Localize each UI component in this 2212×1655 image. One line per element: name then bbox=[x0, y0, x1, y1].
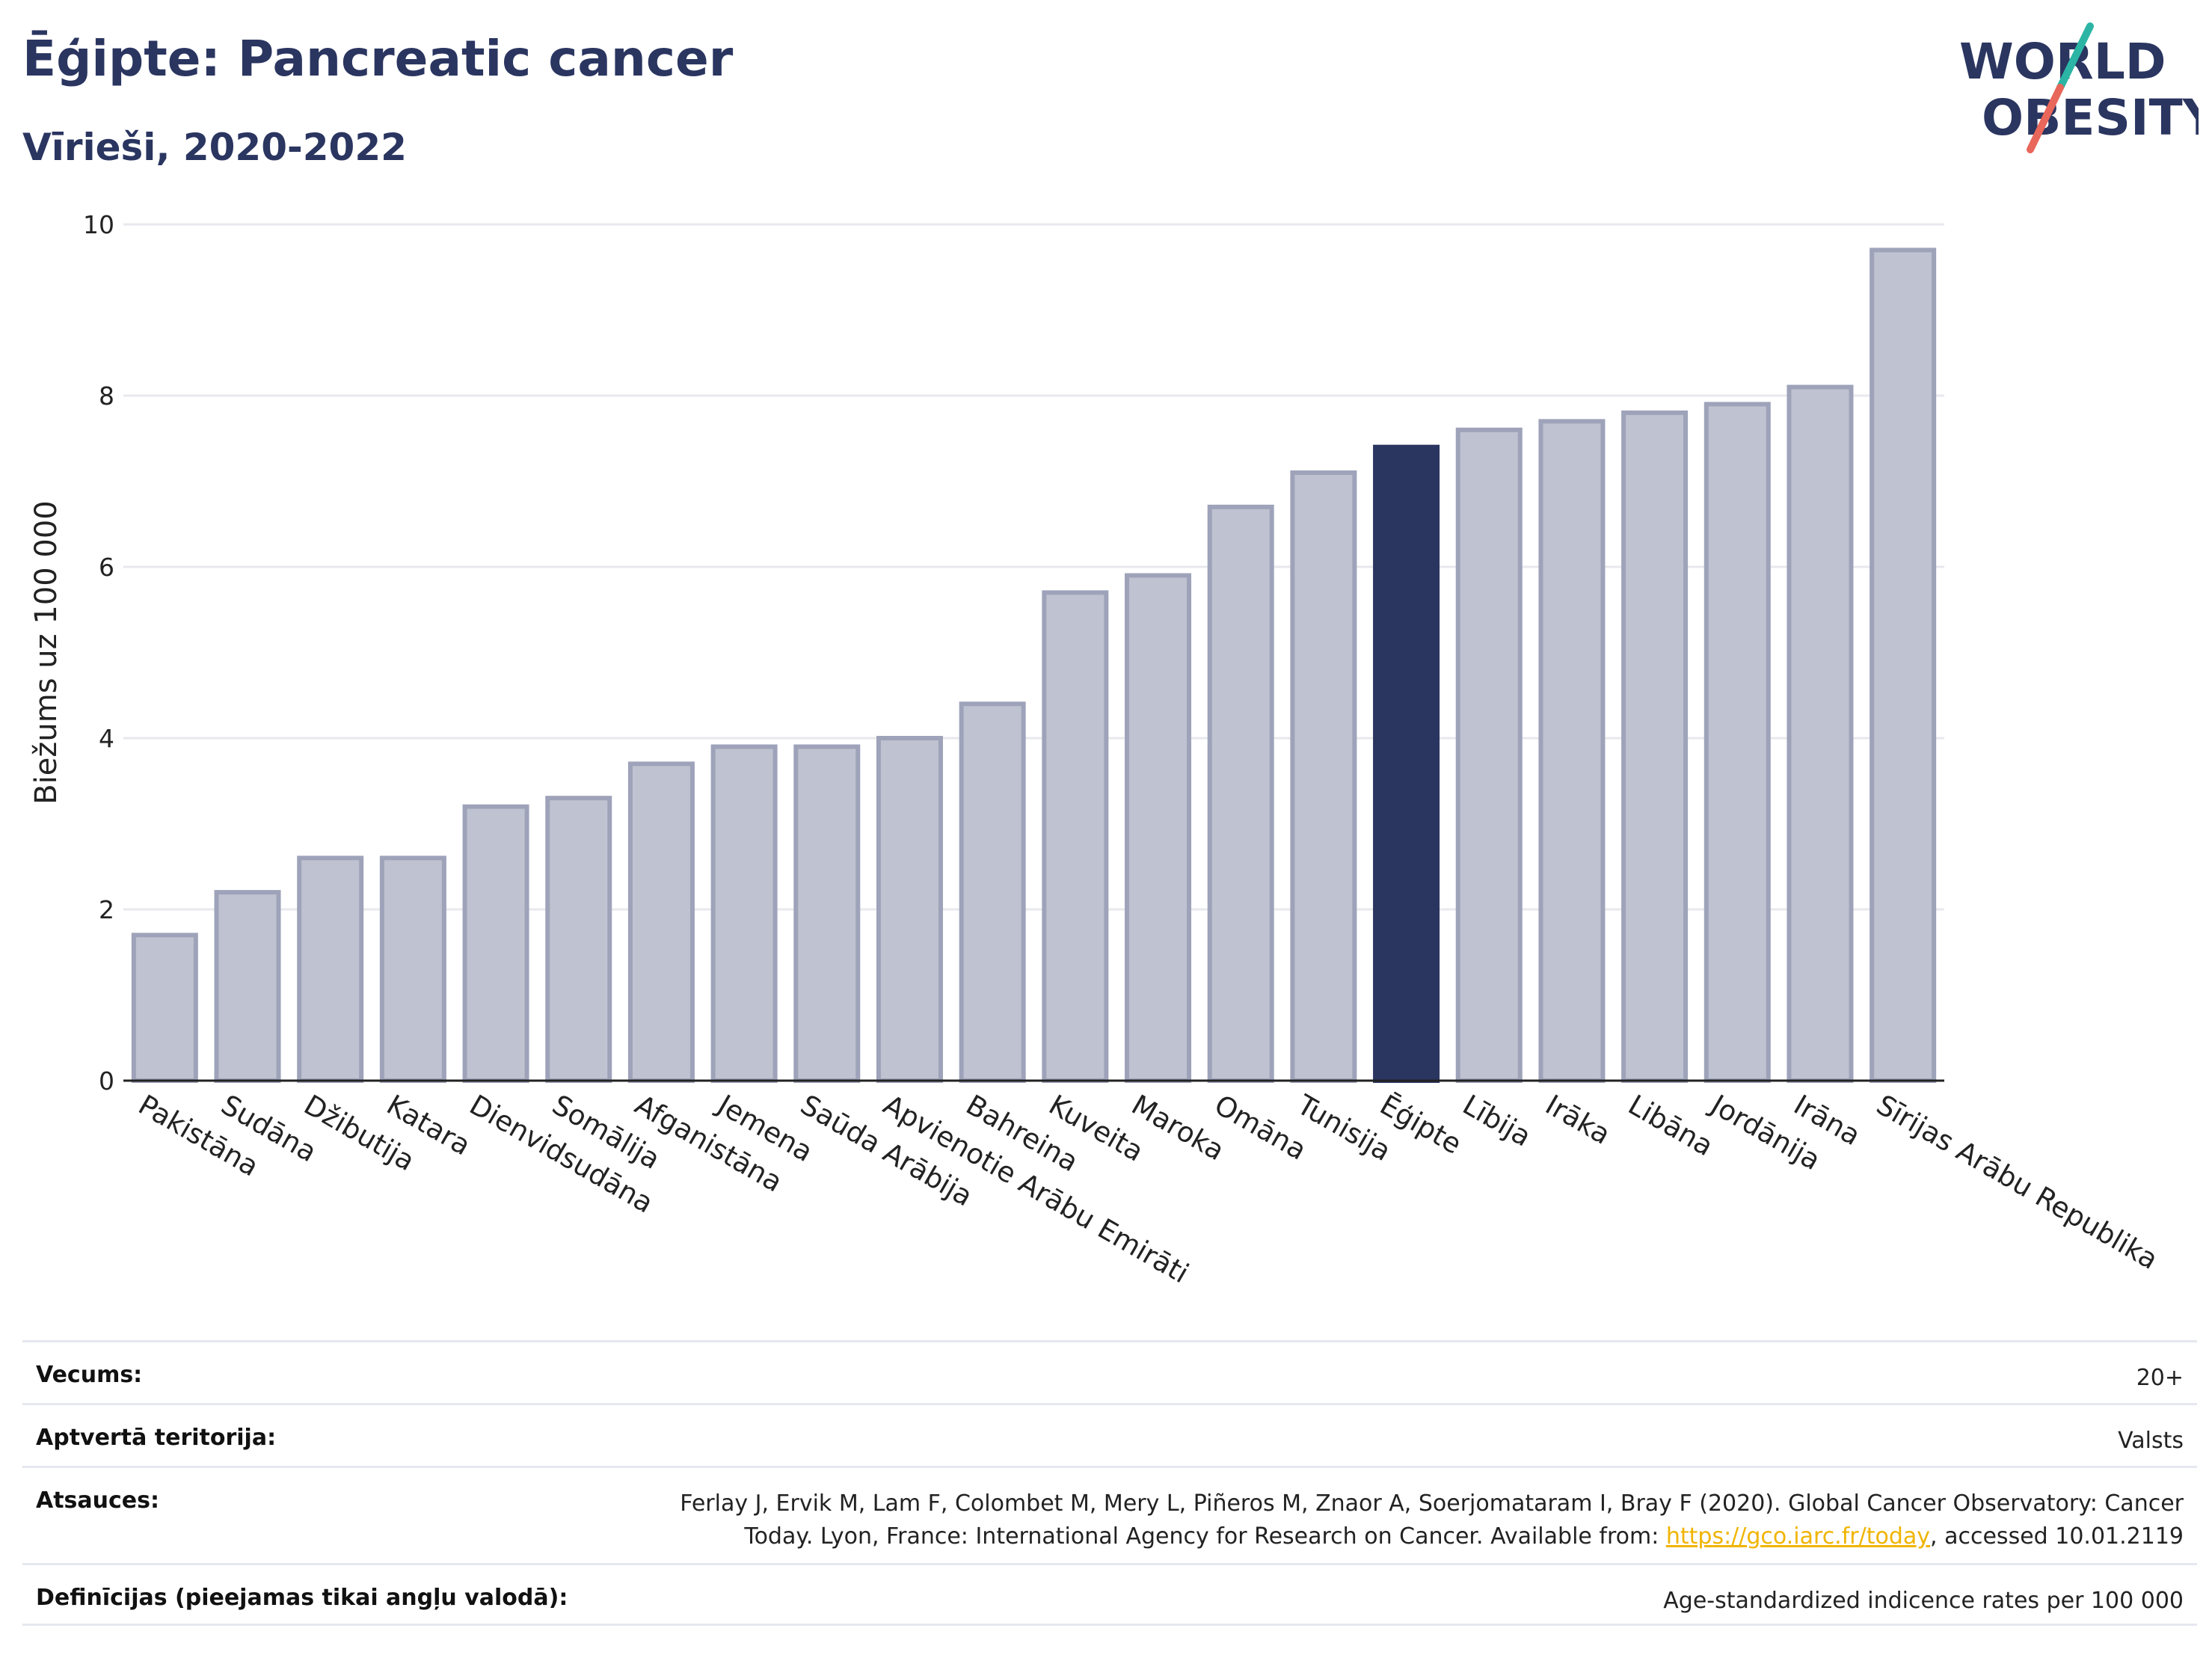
bar-14 bbox=[1290, 470, 1357, 1083]
x-category-label: Sīrijas Arābu Republika bbox=[1871, 1089, 2163, 1276]
bar-17 bbox=[1538, 419, 1606, 1083]
world-obesity-logo: WORLD OBESITY bbox=[1959, 22, 2199, 153]
bar-11 bbox=[1042, 590, 1109, 1083]
metadata-table: Vecums: 20+ Aptvertā teritorija: Valsts … bbox=[22, 1340, 2197, 1626]
reference-link[interactable]: https://gco.iarc.fr/today bbox=[1665, 1523, 1931, 1550]
x-category-label: Lībija bbox=[1457, 1089, 1537, 1153]
y-axis-title: Biežums uz 100 000 bbox=[29, 500, 64, 805]
meta-value-references: Ferlay J, Ervik M, Lam F, Colombet M, Me… bbox=[680, 1487, 2184, 1553]
bar-8 bbox=[793, 744, 861, 1083]
y-axis-ticks: 0 2 4 6 8 10 bbox=[83, 210, 114, 1096]
meta-value-age: 20+ bbox=[2136, 1365, 2184, 1391]
reference-text-post: , accessed 10.01.2119 bbox=[1930, 1523, 2184, 1550]
y-tick-label: 8 bbox=[99, 381, 114, 411]
reference-text-pre: Today. Lyon, France: International Agenc… bbox=[744, 1523, 1666, 1550]
meta-row-references: Atsauces: Ferlay J, Ervik M, Lam F, Colo… bbox=[22, 1466, 2197, 1563]
bar-1 bbox=[214, 890, 281, 1083]
bar-19 bbox=[1703, 402, 1771, 1083]
x-category-label: Irāka bbox=[1540, 1089, 1615, 1151]
meta-row-coverage: Aptvertā teritorija: Valsts bbox=[22, 1403, 2197, 1466]
logo-slash-red bbox=[2027, 84, 2064, 153]
bars bbox=[131, 248, 1937, 1084]
meta-value-coverage: Valsts bbox=[2118, 1428, 2184, 1454]
bar-chart: 0 2 4 6 8 10 PakistānaSudānaDžibutijaKataraDi… bbox=[29, 210, 2163, 1290]
bar-20 bbox=[1787, 384, 1854, 1083]
bar-12 bbox=[1125, 573, 1192, 1083]
bar-21 bbox=[1870, 248, 1937, 1084]
x-category-label: Tunisija bbox=[1291, 1088, 1397, 1167]
y-tick-label: 0 bbox=[99, 1066, 114, 1096]
bar-5 bbox=[545, 796, 612, 1084]
bar-7 bbox=[710, 744, 778, 1083]
y-tick-label: 4 bbox=[99, 724, 114, 753]
bar-2 bbox=[297, 856, 364, 1084]
bar-13 bbox=[1207, 504, 1274, 1083]
bar-16 bbox=[1455, 427, 1523, 1083]
y-tick-label: 2 bbox=[99, 895, 114, 924]
bar-3 bbox=[379, 856, 446, 1084]
reference-line-1: Ferlay J, Ervik M, Lam F, Colombet M, Me… bbox=[680, 1490, 2184, 1517]
x-axis-categories: PakistānaSudānaDžibutijaKataraDienvidsud… bbox=[133, 1088, 2163, 1290]
logo-line2: OBESITY bbox=[1982, 89, 2199, 147]
meta-value-definitions: Age-standardized indicence rates per 100… bbox=[1663, 1588, 2184, 1614]
meta-key-references: Atsauces: bbox=[36, 1487, 159, 1514]
y-tick-label: 6 bbox=[99, 553, 114, 582]
bar-10 bbox=[959, 701, 1026, 1083]
bar-9 bbox=[876, 736, 943, 1083]
bar-6 bbox=[627, 761, 695, 1083]
x-category-label: Maroka bbox=[1126, 1089, 1229, 1167]
bar-0 bbox=[131, 933, 198, 1083]
meta-key-age: Vecums: bbox=[36, 1362, 143, 1388]
meta-key-coverage: Aptvertā teritorija: bbox=[36, 1425, 277, 1451]
x-category-label: Omāna bbox=[1209, 1089, 1312, 1167]
reference-line-2: Today. Lyon, France: International Agenc… bbox=[680, 1520, 2184, 1553]
page-subtitle: Vīrieši, 2020-2022 bbox=[22, 126, 407, 169]
bar-18 bbox=[1621, 410, 1689, 1083]
meta-key-definitions: Definīcijas (pieejamas tikai angļu valod… bbox=[36, 1585, 568, 1611]
page-title: Ēģipte: Pancreatic cancer bbox=[22, 30, 734, 87]
logo-slash-teal bbox=[2056, 22, 2094, 91]
meta-row-definitions: Definīcijas (pieejamas tikai angļu valod… bbox=[22, 1563, 2197, 1626]
meta-row-age: Vecums: 20+ bbox=[22, 1340, 2197, 1403]
bar-15 bbox=[1373, 444, 1440, 1083]
x-category-label: Libāna bbox=[1623, 1089, 1718, 1163]
y-tick-label: 10 bbox=[83, 210, 114, 239]
bar-4 bbox=[462, 804, 529, 1083]
